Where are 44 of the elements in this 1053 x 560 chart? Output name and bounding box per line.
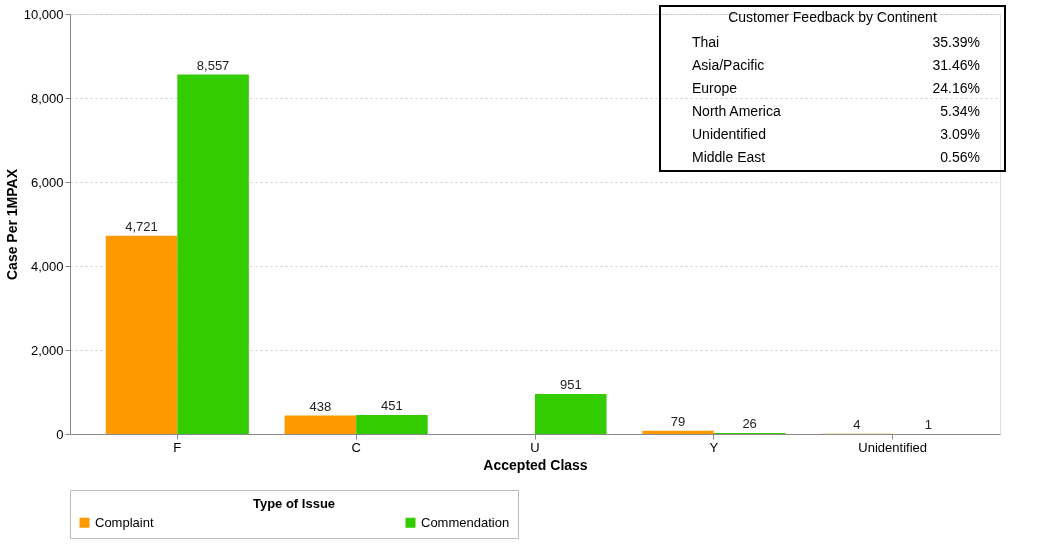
- legend-label: Commendation: [421, 514, 510, 530]
- bar: [105, 235, 178, 434]
- bar: [177, 74, 249, 434]
- annotation: North America: [692, 102, 781, 119]
- data-label: 4,721: [125, 218, 158, 234]
- data-label: 79: [670, 413, 686, 429]
- bar: [356, 415, 428, 434]
- y-axis-title: Case Per 1MPAX: [3, 168, 20, 281]
- annotation: 24.16%: [932, 79, 980, 96]
- legend-label: Complaint: [95, 514, 154, 530]
- x-tick-label: Y: [709, 439, 719, 455]
- annotation: Europe: [692, 79, 738, 96]
- annotation: Asia/Pacific: [692, 56, 765, 73]
- data-label: 951: [559, 377, 582, 393]
- y-tick-label: 0: [56, 426, 64, 442]
- y-tick-label: 2,000: [30, 342, 64, 358]
- data-label: 438: [309, 398, 332, 414]
- data-label: 4: [853, 416, 861, 432]
- bar: [642, 430, 714, 434]
- x-tick-label: U: [530, 439, 540, 455]
- x-tick-label: Unidentified: [858, 439, 928, 455]
- data-label: 26: [742, 415, 757, 431]
- annotation: 5.34%: [940, 102, 980, 119]
- y-tick-label: 4,000: [30, 258, 64, 274]
- data-label: 8,557: [196, 57, 230, 73]
- x-tick-label: F: [173, 439, 182, 455]
- annotation: Customer Feedback by Continent: [728, 8, 937, 25]
- annotation: 31.46%: [932, 56, 980, 73]
- annotation: Middle East: [692, 148, 766, 165]
- annotation: Unidentified: [692, 125, 766, 142]
- bar: [535, 394, 607, 434]
- y-tick-label: 6,000: [30, 174, 64, 190]
- x-axis-title: Accepted Class: [483, 456, 588, 473]
- annotation: 35.39%: [932, 33, 980, 50]
- annotation: Thai: [692, 33, 720, 50]
- y-tick-label: 8,000: [30, 90, 64, 106]
- legend-title: Type of Issue: [252, 496, 336, 511]
- y-tick-label: 10,000: [23, 6, 64, 22]
- data-label: 451: [381, 398, 403, 414]
- x-tick-label: C: [351, 439, 361, 455]
- annotation: 0.56%: [940, 148, 980, 165]
- data-label: 1: [924, 416, 933, 432]
- bar: [284, 415, 357, 434]
- annotation: 3.09%: [940, 125, 980, 142]
